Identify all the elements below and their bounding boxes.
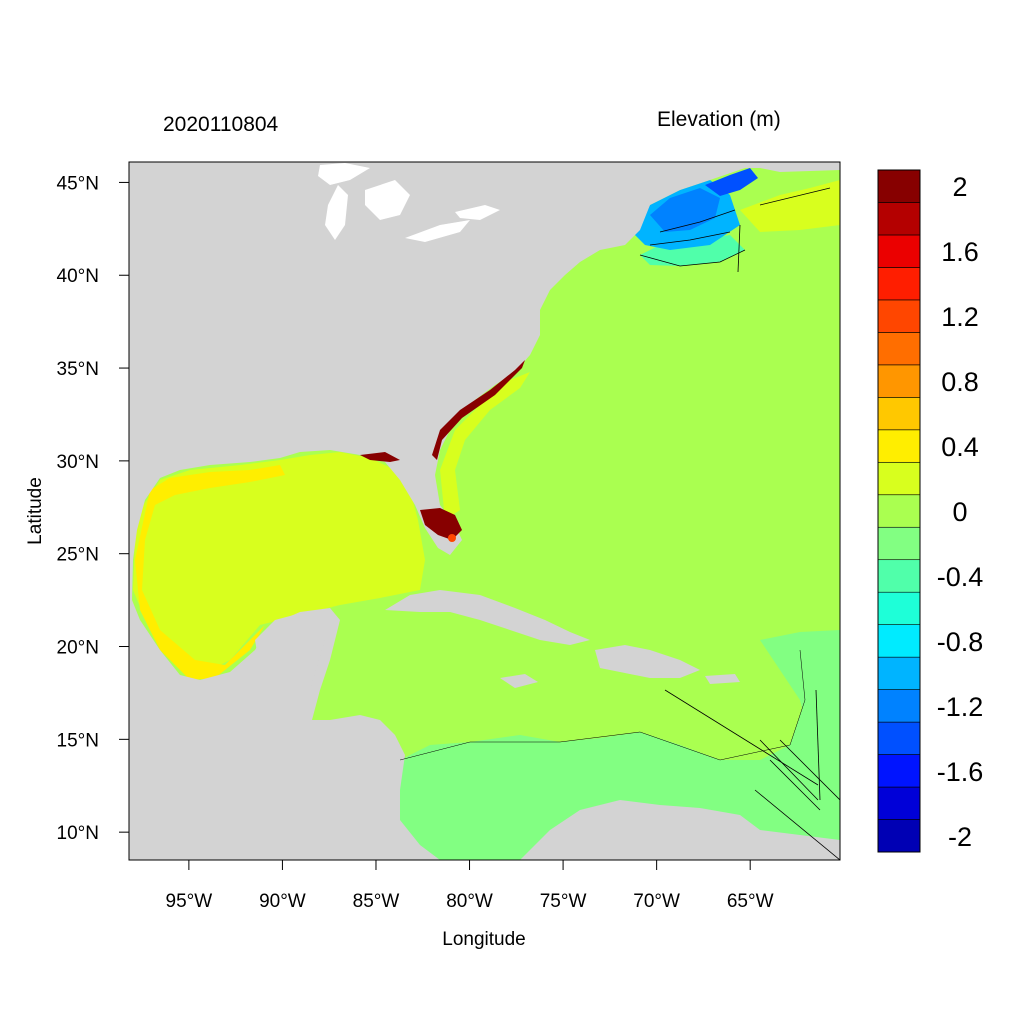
colorbar-swatch — [877, 721, 921, 755]
land-jamaica — [500, 674, 538, 688]
timestamp-label: 2020110804 — [163, 113, 279, 136]
colorbar-swatch — [877, 526, 921, 561]
colorbar-label: -2 — [948, 822, 972, 852]
lon-tick-label: 95°W — [166, 891, 213, 912]
latitude-axis: 45°N 40°N 35°N 30°N 25°N 20°N 15°N 10°N — [57, 173, 129, 844]
carolina-inundation-strip — [432, 360, 525, 460]
lon-tick-label: 85°W — [353, 891, 400, 912]
colorbar-swatch — [877, 429, 921, 463]
colorbar-swatch — [877, 786, 921, 820]
colorbar-swatch — [877, 461, 921, 496]
lon-tick-label: 80°W — [446, 891, 493, 912]
colorbar-swatch — [877, 559, 921, 593]
big-bend-inundation-strip — [360, 452, 400, 462]
lat-tick-label: 40°N — [57, 266, 99, 287]
colorbar-swatch — [877, 267, 921, 301]
colorbar-label: 1.6 — [941, 237, 979, 267]
colorbar-swatch — [877, 754, 921, 788]
lake-michigan — [325, 185, 348, 240]
colorbar-swatch — [877, 591, 921, 625]
track-lines — [664, 187, 840, 860]
colorbar-label: 1.2 — [941, 302, 979, 332]
lon-tick-label: 65°W — [727, 891, 774, 912]
lat-tick-label: 10°N — [57, 823, 99, 844]
colorbar-swatch — [877, 494, 921, 528]
colorbar-label: -0.4 — [937, 562, 984, 592]
colorbar-swatch — [877, 332, 921, 366]
lat-tick-label: 30°N — [57, 452, 99, 473]
plot-frame — [128, 161, 841, 861]
florida-inundation-area — [420, 508, 462, 540]
colorbar-frame — [877, 169, 921, 853]
lat-tick-label: 15°N — [57, 730, 99, 751]
colorbar-label: -0.8 — [937, 627, 984, 657]
land-yucatan — [255, 610, 330, 700]
lon-tick-label: 90°W — [259, 891, 306, 912]
lake-superior — [318, 163, 370, 185]
lat-tick-label: 20°N — [57, 638, 99, 659]
contour-line-caribbean — [399, 649, 806, 761]
colorbar-label: 2 — [952, 172, 967, 202]
gulf-of-maine-surge-low-4 — [705, 168, 758, 196]
nova-scotia-shelf-band — [740, 180, 840, 232]
lake-huron — [365, 180, 410, 220]
lake-erie — [405, 220, 470, 242]
colorbar-swatch — [877, 689, 921, 723]
colorbar-swatch — [877, 819, 921, 853]
longitude-axis: 95°W 90°W 85°W 80°W 75°W 70°W 65°W — [166, 860, 774, 912]
lon-tick-label: 75°W — [540, 891, 587, 912]
lat-tick-label: 25°N — [57, 545, 99, 566]
lat-tick-label: 45°N — [57, 173, 99, 194]
land-puerto-rico — [705, 674, 740, 684]
colorbar-swatch — [877, 656, 921, 690]
lesser-antilles-band — [760, 630, 840, 860]
lat-tick-label: 35°N — [57, 359, 99, 380]
lake-ontario — [455, 205, 500, 220]
caribbean-south-band — [400, 630, 840, 860]
colorbar-label: -1.6 — [937, 757, 984, 787]
y-axis-title: Latitude — [25, 477, 46, 545]
colorbar-swatch — [877, 397, 921, 431]
gulf-of-mexico-field — [133, 452, 425, 675]
gulf-of-maine-surge-low — [640, 235, 745, 266]
colorbar-swatch — [877, 202, 921, 236]
colorbar-swatch — [877, 364, 921, 398]
colorbar-swatch — [877, 234, 921, 268]
colorbar-swatch — [877, 169, 921, 203]
land-south-america — [520, 800, 840, 860]
colorbar — [877, 169, 921, 853]
x-axis-title: Longitude — [442, 929, 525, 950]
colorbar-swatch — [877, 299, 921, 333]
land-hispaniola — [595, 645, 700, 678]
colorbar-swatch — [877, 624, 921, 658]
colorbar-label: 0.8 — [941, 367, 979, 397]
contour-line-gulf-of-maine — [639, 209, 746, 267]
colorbar-label: 0 — [952, 497, 967, 527]
lon-tick-label: 70°W — [633, 891, 680, 912]
colorbar-labels: -2 -1.6 -1.2 -0.8 -0.4 0 0.4 0.8 1.2 1.6 2 — [937, 172, 984, 852]
field-title: Elevation (m) — [657, 108, 781, 131]
colorbar-label: -1.2 — [937, 692, 984, 722]
map-plot-area — [129, 162, 840, 860]
florida-keys-peak — [448, 534, 456, 542]
colorbar-label: 0.4 — [941, 432, 979, 462]
land-cuba — [385, 590, 590, 645]
